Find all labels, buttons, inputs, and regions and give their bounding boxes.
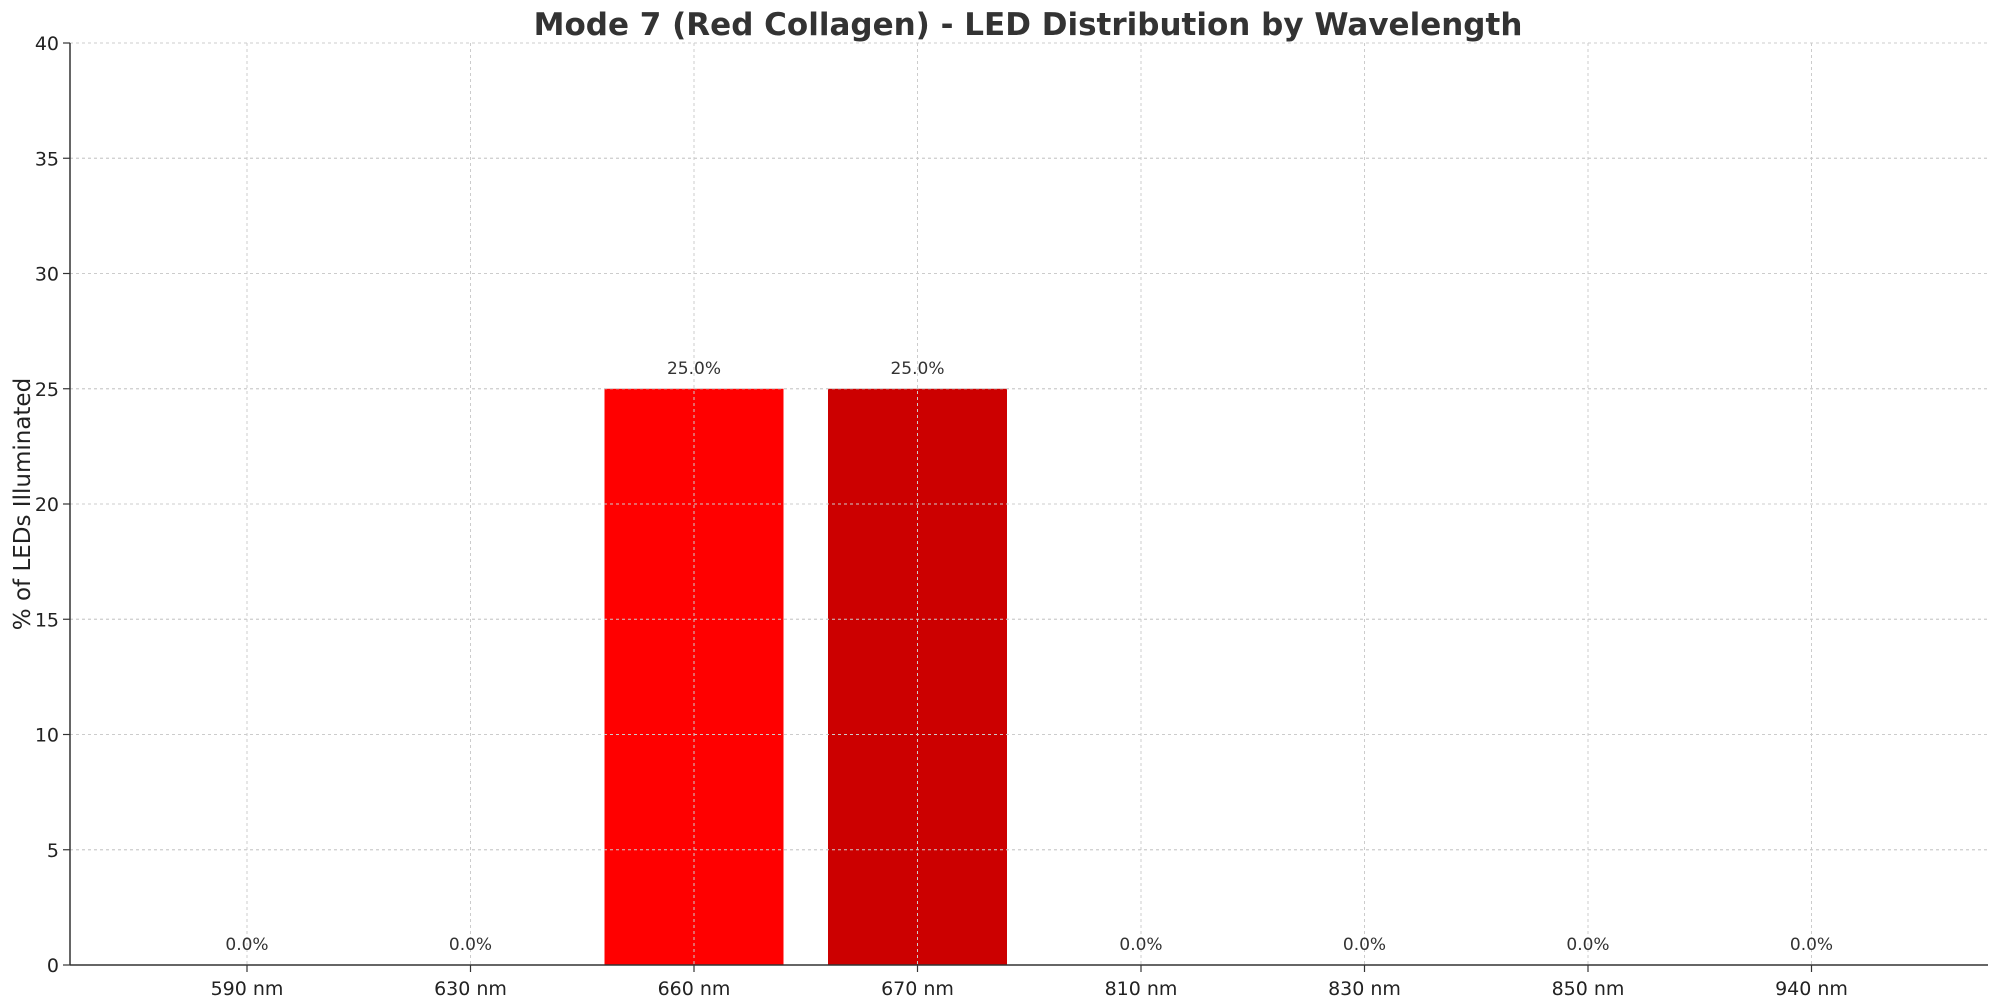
x-tick-labels: 590 nm 630 nm 660 nm 670 nm 810 nm 830 nm 850 …	[211, 965, 1848, 1000]
x-tick-label: 590 nm	[211, 978, 284, 1000]
x-tick-label: 660 nm	[658, 978, 731, 1000]
y-tick-labels: 0 5 10 15 20 25 30 35 40	[35, 33, 70, 977]
y-tick-label: 25	[35, 379, 59, 401]
x-tick-label: 670 nm	[881, 978, 954, 1000]
y-tick-label: 10	[35, 725, 59, 747]
data-label: 0.0%	[225, 935, 268, 955]
y-tick-label: 35	[35, 148, 59, 170]
data-label: 25.0%	[667, 359, 721, 379]
y-tick-label: 5	[47, 840, 59, 862]
data-label: 0.0%	[1790, 935, 1833, 955]
y-tick-label: 0	[47, 955, 59, 977]
x-tick-label: 850 nm	[1552, 978, 1625, 1000]
y-tick-label: 20	[35, 494, 59, 516]
y-tick-label: 15	[35, 609, 59, 631]
y-tick-label: 40	[35, 33, 59, 55]
data-label: 25.0%	[890, 359, 944, 379]
x-tick-label: 940 nm	[1775, 978, 1848, 1000]
grid-overlay	[70, 42, 1988, 966]
grid	[70, 42, 1988, 966]
data-label: 0.0%	[1119, 935, 1162, 955]
y-axis-label: % of LEDs Illuminated	[10, 378, 36, 630]
bars	[70, 42, 1988, 966]
bar-660-nm	[604, 388, 784, 965]
x-tick-label: 630 nm	[434, 978, 507, 1000]
bar-670-nm	[828, 388, 1007, 965]
y-tick-label: 30	[35, 264, 59, 286]
data-label: 0.0%	[1566, 935, 1609, 955]
axes	[69, 43, 1988, 966]
x-tick-label: 810 nm	[1105, 978, 1178, 1000]
chart-title: Mode 7 (Red Collagen) - LED Distribution…	[534, 7, 1523, 43]
data-labels: 0.0% 0.0% 25.0% 25.0% 0.0% 0.0% 0.0% 0.0%	[225, 359, 1833, 955]
data-label: 0.0%	[449, 935, 492, 955]
x-tick-label: 830 nm	[1328, 978, 1401, 1000]
data-label: 0.0%	[1343, 935, 1386, 955]
